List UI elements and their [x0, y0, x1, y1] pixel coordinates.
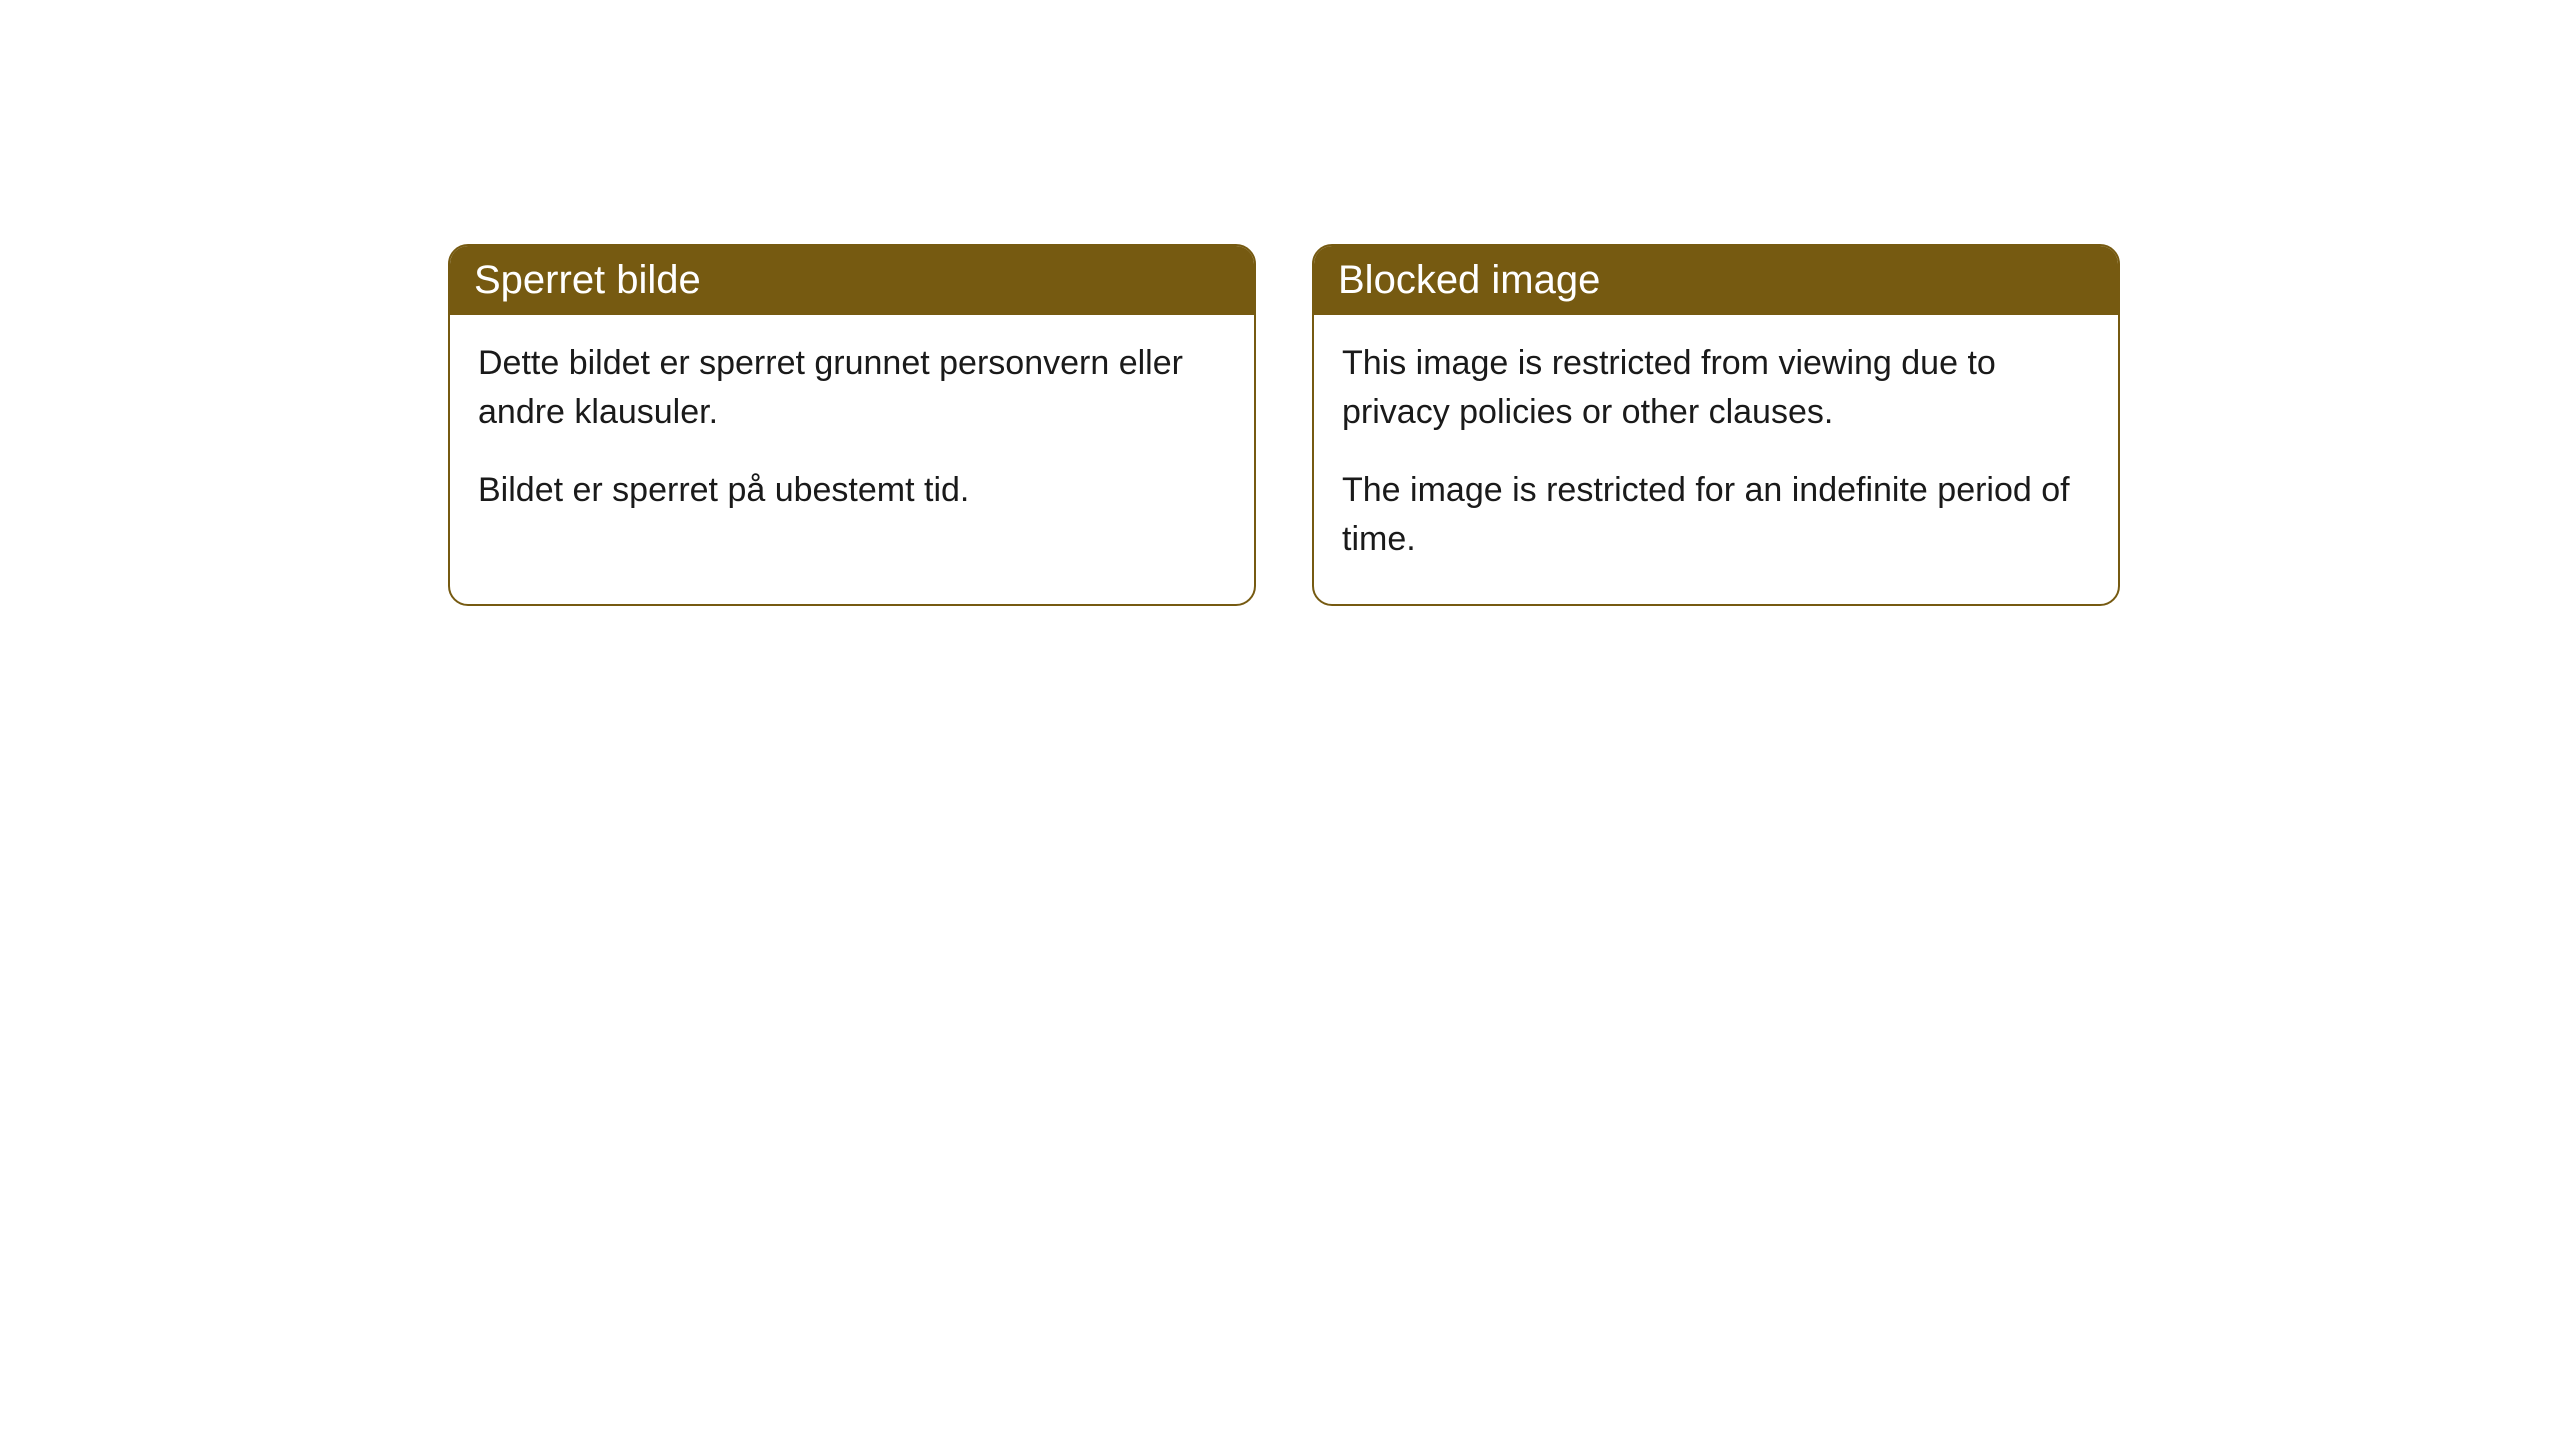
notice-container: Sperret bilde Dette bildet er sperret gr… — [0, 0, 2560, 606]
notice-header-norwegian: Sperret bilde — [450, 246, 1254, 315]
notice-paragraph-2-english: The image is restricted for an indefinit… — [1342, 466, 2090, 565]
notice-body-english: This image is restricted from viewing du… — [1314, 315, 2118, 604]
notice-paragraph-2-norwegian: Bildet er sperret på ubestemt tid. — [478, 466, 1226, 515]
notice-card-norwegian: Sperret bilde Dette bildet er sperret gr… — [448, 244, 1256, 606]
notice-body-norwegian: Dette bildet er sperret grunnet personve… — [450, 315, 1254, 555]
notice-header-english: Blocked image — [1314, 246, 2118, 315]
notice-title-english: Blocked image — [1338, 258, 1600, 302]
notice-paragraph-1-norwegian: Dette bildet er sperret grunnet personve… — [478, 339, 1226, 438]
notice-paragraph-1-english: This image is restricted from viewing du… — [1342, 339, 2090, 438]
notice-card-english: Blocked image This image is restricted f… — [1312, 244, 2120, 606]
notice-title-norwegian: Sperret bilde — [474, 258, 701, 302]
